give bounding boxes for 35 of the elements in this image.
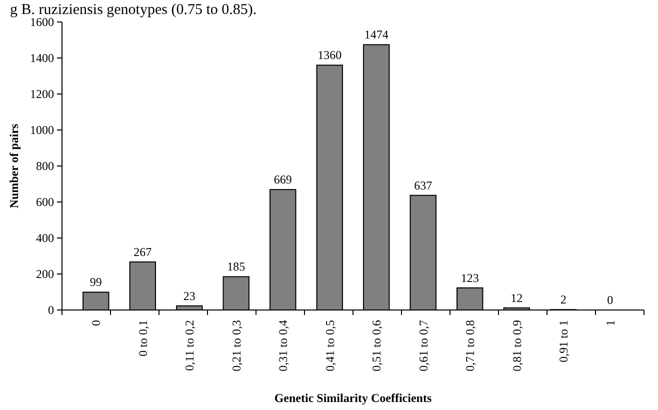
data-label: 637 — [414, 178, 432, 192]
x-axis-title: Genetic Similarity Coefficients — [274, 391, 432, 405]
data-label: 123 — [460, 270, 479, 285]
data-label: 669 — [274, 172, 292, 187]
x-tick-label: 0,21 to 0,3 — [229, 320, 244, 372]
y-axis-title: Number of pairs — [7, 123, 21, 208]
x-tick-label: 0,31 to 0,4 — [276, 320, 290, 372]
x-tick-label: 1 — [603, 320, 618, 326]
x-tick-label: 0 to 0,1 — [136, 320, 150, 356]
x-tick-label: 0,11 to 0,2 — [182, 320, 197, 371]
x-tick-label: 0 — [89, 320, 104, 326]
x-tick-label: 0,71 to 0,8 — [463, 320, 478, 372]
x-tick-label: 0,91 to 1 — [556, 320, 571, 362]
data-label: 23 — [183, 288, 196, 303]
y-tick-label: 400 — [36, 231, 54, 246]
x-tick-label: 0,51 to 0,6 — [370, 320, 384, 372]
y-tick-label: 200 — [36, 267, 54, 282]
data-label: 0 — [607, 293, 614, 307]
text: g B. ruziziensis genotypes (0.75 to 0.85). — [10, 2, 257, 18]
y-tick-label: 1400 — [30, 51, 54, 66]
data-label: 185 — [227, 260, 246, 274]
x-tick-label: 0,41 to 0,5 — [322, 320, 337, 372]
data-label: 2 — [560, 292, 566, 307]
data-label: 12 — [510, 290, 523, 305]
data-label: 267 — [134, 244, 152, 259]
data-label: 1360 — [318, 48, 342, 62]
y-tick-label: 1000 — [30, 123, 54, 138]
x-tick-label: 0,81 to 0,9 — [510, 320, 524, 372]
data-label: 1474 — [364, 28, 388, 42]
x-tick-label: 0,61 to 0,7 — [416, 320, 430, 372]
y-tick-label: 600 — [36, 195, 54, 210]
y-tick-label: 1600 — [30, 15, 54, 30]
y-tick-label: 1200 — [30, 87, 54, 102]
y-tick-label: 800 — [36, 159, 54, 174]
data-label: 99 — [90, 275, 102, 290]
